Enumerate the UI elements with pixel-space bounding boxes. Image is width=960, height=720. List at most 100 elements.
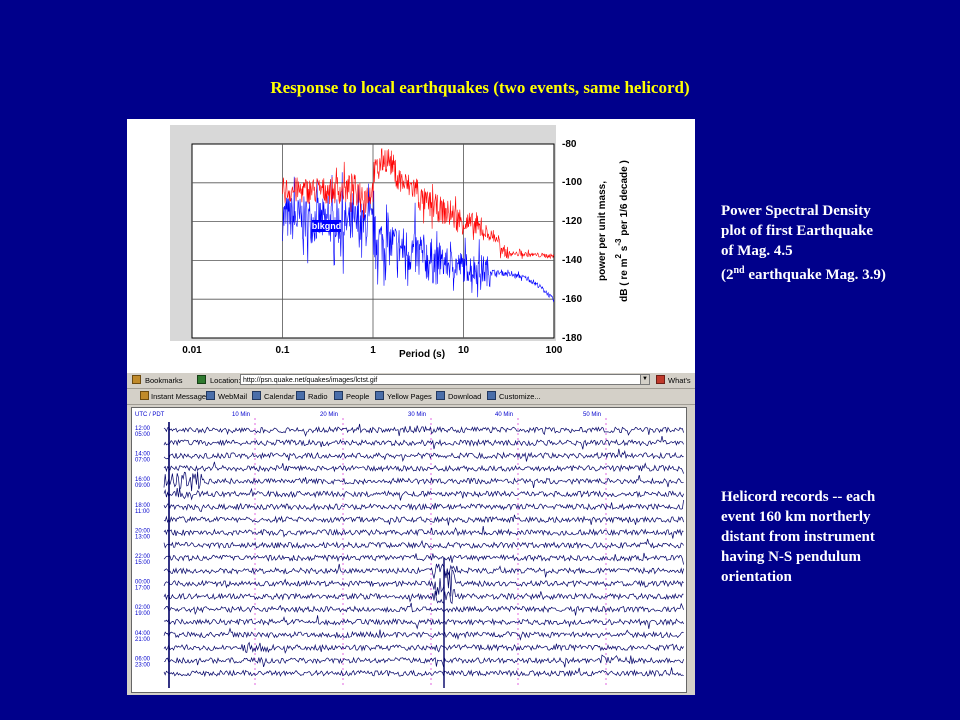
x-tick-label: 10 [458, 345, 470, 356]
instant-message-link[interactable]: Instant Message [151, 392, 207, 401]
helicord-trace-line [163, 569, 684, 597]
helicord-trace-line [163, 526, 684, 539]
helicord-note-line: having N-S pendulum [721, 549, 862, 565]
webmail-link[interactable]: WebMail [218, 392, 248, 401]
calendar-link[interactable]: Calendar [264, 392, 295, 401]
location-label: Location: [210, 376, 241, 385]
minute-label: 30 Min [408, 412, 426, 418]
webmail-icon [206, 391, 215, 400]
radio-link[interactable]: Radio [308, 392, 328, 401]
helicord-trace-line [163, 461, 684, 474]
row-time-label: 09:00 [135, 483, 151, 489]
row-time-label: 00:00 [135, 580, 151, 586]
row-time-label: 21:00 [135, 637, 151, 643]
helicord-plot: UTC / PDT 10 Min 20 Min 30 Min 40 Min 50… [135, 412, 684, 688]
radio-icon [296, 391, 305, 400]
helicord-trace-line [163, 514, 684, 526]
customize-link[interactable]: Customize... [499, 392, 541, 401]
browser-window: Bookmarks Location: http://psn.quake.net… [127, 373, 695, 695]
row-time-label: 23:00 [135, 662, 151, 668]
row-time-label: 07:00 [135, 458, 151, 464]
instant-message-icon [140, 391, 149, 400]
helicord-trace-line [163, 487, 684, 501]
helicord-note-line: distant from instrument [721, 529, 875, 545]
helicord-note-line: event 160 km northerly [721, 509, 871, 525]
earthquake-series [282, 148, 555, 260]
row-time-label: 12:00 [135, 426, 151, 432]
figure-panel: blkgnd 0.01 0.1 1 10 100 Period (s) -80 … [127, 119, 695, 695]
helicord-trace-line [163, 471, 684, 492]
whats-related-icon [656, 375, 665, 384]
y-axis-label: power per unit mass, dB ( re m2 s-3 per … [597, 160, 630, 302]
helicord-trace-line [163, 563, 684, 579]
helicord-trace-line [163, 615, 684, 630]
row-time-label: 13:00 [135, 534, 151, 540]
helicord-traces [163, 422, 684, 688]
row-time-label: 16:00 [135, 477, 151, 483]
y-tick-label: -120 [562, 216, 582, 227]
row-time-label: 18:00 [135, 503, 151, 509]
row-time-label: 15:00 [135, 560, 151, 566]
helicord-note-line: Helicord records -- each [721, 489, 876, 505]
url-dropdown-button[interactable]: ▼ [640, 374, 650, 385]
x-tick-label: 0.01 [182, 345, 202, 356]
bookmark-icon [132, 375, 141, 384]
location-icon [197, 375, 206, 384]
x-tick-label: 100 [546, 345, 563, 356]
psd-plot: blkgnd 0.01 0.1 1 10 100 Period (s) -80 … [127, 119, 695, 373]
helicord-trace-line [163, 641, 684, 654]
helicord-trace-line [163, 448, 684, 462]
minute-label: 50 Min [583, 412, 601, 418]
row-time-label: 11:00 [135, 509, 150, 515]
y-tick-label: -100 [562, 177, 582, 188]
helicord-header: UTC / PDT 10 Min 20 Min 30 Min 40 Min 50… [135, 412, 601, 418]
psd-note-line: of Mag. 4.5 [721, 243, 793, 259]
customize-icon [487, 391, 496, 400]
row-time-label: 02:00 [135, 605, 151, 611]
y-tick-label: -160 [562, 294, 582, 305]
yellow-pages-icon [375, 391, 384, 400]
helicord-trace-line [163, 667, 684, 678]
whats-related-button[interactable]: What's [668, 376, 691, 385]
psd-note-line: plot of first Earthquake [721, 223, 874, 239]
download-link[interactable]: Download [448, 392, 482, 401]
helicord-trace-line [163, 423, 684, 437]
y-axis-label-line1: power per unit mass, [597, 181, 608, 281]
timezone-label: UTC / PDT [135, 412, 165, 418]
helicord-trace-line [163, 552, 684, 565]
helicord-trace-line [163, 499, 684, 513]
y-tick-label: -140 [562, 255, 582, 266]
people-icon [334, 391, 343, 400]
row-time-label: 04:00 [135, 631, 151, 637]
row-time-label: 22:00 [135, 554, 151, 560]
url-field[interactable]: http://psn.quake.net/quakes/images/lctst… [240, 374, 644, 385]
psd-note-line: (2nd earthquake Mag. 3.9) [721, 265, 886, 283]
x-tick-labels: 0.01 0.1 1 10 100 [182, 345, 563, 356]
row-time-label: 05:00 [135, 432, 151, 438]
helicord-trace-line [163, 436, 684, 450]
x-axis-label: Period (s) [399, 349, 445, 360]
psd-description: Power Spectral Density plot of first Ear… [721, 201, 946, 285]
helicord-trace-line [163, 602, 684, 616]
calendar-icon [252, 391, 261, 400]
row-time-label: 17:00 [135, 586, 151, 592]
x-tick-label: 1 [370, 345, 376, 356]
minute-label: 40 Min [495, 412, 513, 418]
bookmarks-button[interactable]: Bookmarks [145, 376, 183, 385]
yellow-pages-link[interactable]: Yellow Pages [387, 392, 432, 401]
psd-note-line: Power Spectral Density [721, 203, 871, 219]
helicord-minute-markers [254, 418, 607, 688]
row-time-label: 06:00 [135, 656, 151, 662]
minute-label: 20 Min [320, 412, 338, 418]
svg-text:blkgnd: blkgnd [312, 221, 342, 231]
download-icon [436, 391, 445, 400]
y-axis-label-line2: dB ( re m2 s-3 per 1/6 decade ) [614, 160, 630, 302]
helicord-trace-line [164, 654, 684, 668]
helicord-description: Helicord records -- each event 160 km no… [721, 487, 926, 587]
x-tick-label: 0.1 [276, 345, 290, 356]
row-time-label: 14:00 [135, 452, 151, 458]
row-time-label: 19:00 [135, 611, 151, 617]
minute-label: 10 Min [232, 412, 250, 418]
y-tick-label: -80 [562, 139, 577, 150]
people-link[interactable]: People [346, 392, 370, 401]
